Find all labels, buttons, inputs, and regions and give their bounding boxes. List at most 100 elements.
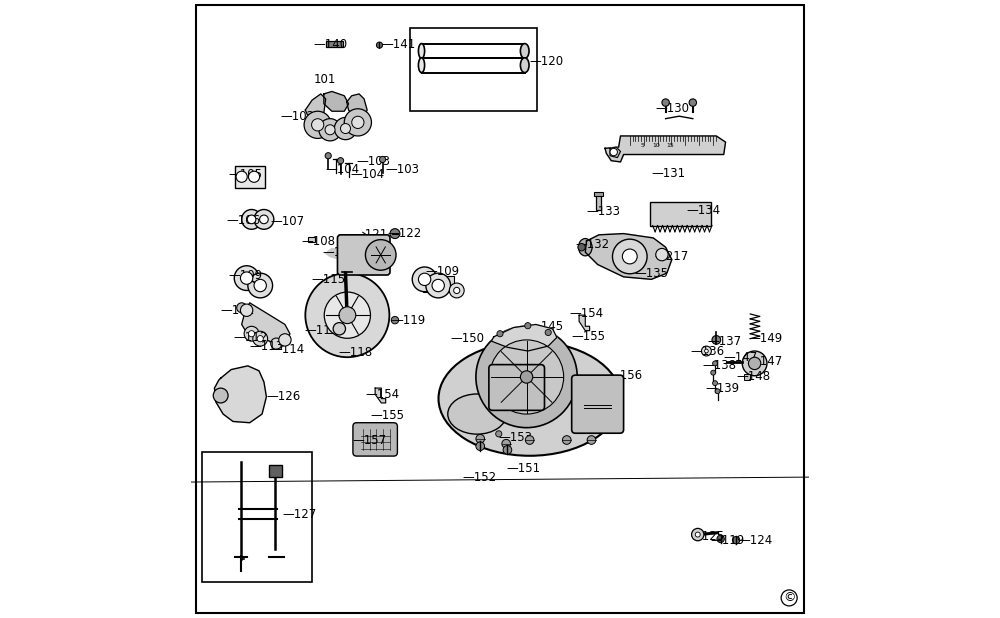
Bar <box>410 28 537 111</box>
Text: —140: —140 <box>313 38 347 51</box>
Ellipse shape <box>418 43 425 59</box>
Circle shape <box>545 329 551 336</box>
Polygon shape <box>214 366 266 423</box>
Text: 5: 5 <box>640 143 644 148</box>
Circle shape <box>692 528 704 541</box>
Circle shape <box>248 273 273 298</box>
Text: —151: —151 <box>506 462 540 475</box>
Circle shape <box>337 158 344 164</box>
Text: —122: —122 <box>388 227 422 240</box>
Text: —155: —155 <box>571 330 605 344</box>
Text: —119: —119 <box>710 534 744 548</box>
Bar <box>650 202 711 226</box>
Circle shape <box>391 316 399 324</box>
Text: —125: —125 <box>690 530 724 543</box>
Bar <box>596 195 601 210</box>
Circle shape <box>712 336 721 344</box>
Ellipse shape <box>448 394 506 434</box>
Text: ©: © <box>783 591 795 604</box>
Text: —119: —119 <box>392 313 426 327</box>
Bar <box>202 452 312 582</box>
Circle shape <box>344 109 371 136</box>
Text: 15: 15 <box>666 143 674 148</box>
Ellipse shape <box>520 43 529 59</box>
Circle shape <box>254 279 266 292</box>
Circle shape <box>305 273 389 357</box>
Text: —111: —111 <box>221 303 255 317</box>
Text: —157: —157 <box>353 433 387 447</box>
Text: —149: —149 <box>748 332 783 345</box>
Circle shape <box>279 334 291 346</box>
Text: —147: —147 <box>724 350 758 364</box>
Circle shape <box>325 153 331 159</box>
Text: —141: —141 <box>381 38 416 51</box>
Text: —136: —136 <box>690 344 724 358</box>
Text: —121: —121 <box>354 228 388 242</box>
Circle shape <box>325 125 335 135</box>
Circle shape <box>254 210 274 229</box>
Circle shape <box>732 536 740 544</box>
Text: —126: —126 <box>266 390 301 404</box>
Circle shape <box>656 248 668 261</box>
Text: —148: —148 <box>736 370 770 384</box>
Polygon shape <box>324 91 349 111</box>
Bar <box>594 192 603 196</box>
Circle shape <box>476 326 577 428</box>
Text: —105: —105 <box>228 167 262 181</box>
Circle shape <box>257 336 263 342</box>
Circle shape <box>304 111 331 138</box>
Circle shape <box>496 431 502 437</box>
Text: —116: —116 <box>304 324 338 337</box>
Bar <box>744 374 750 380</box>
Circle shape <box>213 388 228 403</box>
Circle shape <box>237 303 247 313</box>
Text: —146: —146 <box>514 332 548 345</box>
Circle shape <box>695 532 700 537</box>
Polygon shape <box>491 324 557 351</box>
Text: —137: —137 <box>707 334 741 348</box>
Circle shape <box>271 338 282 349</box>
Circle shape <box>352 116 364 129</box>
Circle shape <box>520 371 533 383</box>
Circle shape <box>562 436 571 444</box>
Text: 10: 10 <box>652 143 660 148</box>
Circle shape <box>610 148 617 156</box>
Text: —145: —145 <box>530 320 564 333</box>
Polygon shape <box>585 234 672 279</box>
Circle shape <box>489 340 564 414</box>
Circle shape <box>418 273 431 286</box>
Bar <box>423 276 454 292</box>
Circle shape <box>340 124 351 133</box>
Text: —217: —217 <box>654 250 689 263</box>
FancyBboxPatch shape <box>489 365 544 410</box>
Circle shape <box>748 357 761 370</box>
Bar <box>326 41 343 47</box>
Polygon shape <box>305 94 326 119</box>
Circle shape <box>236 171 247 182</box>
Circle shape <box>253 331 268 346</box>
Text: —106: —106 <box>227 213 261 227</box>
Circle shape <box>244 326 259 341</box>
Ellipse shape <box>520 58 529 73</box>
Ellipse shape <box>578 239 592 256</box>
Circle shape <box>476 434 485 443</box>
Circle shape <box>333 323 346 335</box>
Circle shape <box>497 331 503 337</box>
Circle shape <box>339 307 356 324</box>
Circle shape <box>713 361 718 366</box>
Text: —150: —150 <box>451 332 485 345</box>
Circle shape <box>390 229 400 239</box>
Polygon shape <box>242 303 290 346</box>
Circle shape <box>449 283 464 298</box>
Circle shape <box>379 156 386 163</box>
Circle shape <box>334 117 357 140</box>
FancyBboxPatch shape <box>353 423 397 456</box>
Circle shape <box>412 267 437 292</box>
Circle shape <box>432 279 444 292</box>
Circle shape <box>662 99 669 106</box>
Text: —133: —133 <box>587 205 621 218</box>
Text: —115: —115 <box>312 273 346 286</box>
Circle shape <box>376 42 383 48</box>
Text: —113: —113 <box>250 339 284 353</box>
Circle shape <box>248 331 255 337</box>
